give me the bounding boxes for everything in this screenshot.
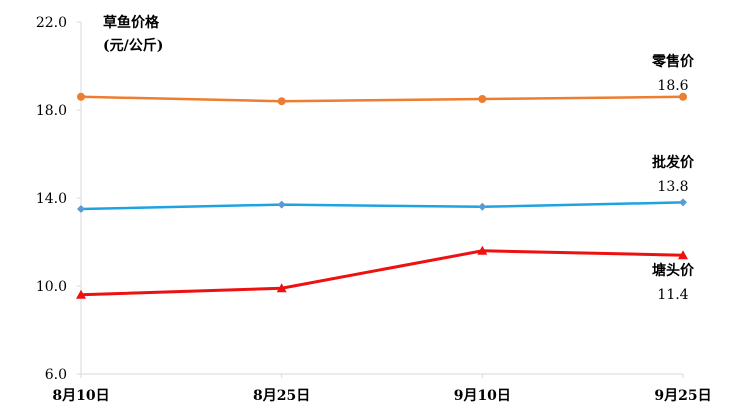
series-group: 零售价 18.6 批发价 13.8 塘头价 11.4 — [76, 53, 695, 303]
data-point — [276, 283, 287, 293]
data-point — [77, 205, 85, 213]
y-tick-label: 6.0 — [45, 367, 67, 383]
series-2: 塘头价 11.4 — [76, 245, 695, 303]
y-tick-label: 14.0 — [36, 191, 67, 207]
y-tick-label: 18.0 — [36, 103, 67, 119]
series-1: 批发价 13.8 — [77, 154, 695, 213]
data-point — [277, 200, 286, 209]
data-point — [679, 198, 687, 207]
data-point — [478, 202, 487, 211]
series-0: 零售价 18.6 — [77, 53, 695, 106]
data-point — [477, 245, 488, 255]
x-tick-label: 8月10日 — [52, 388, 109, 404]
series-line — [80, 95, 684, 103]
x-tick-label: 9月25日 — [654, 388, 711, 404]
data-label: 11.4 — [657, 287, 688, 303]
series-line — [80, 249, 684, 297]
series-name-label: 零售价 — [651, 53, 695, 70]
data-point — [678, 250, 688, 260]
series-name-label: 批发价 — [652, 154, 695, 171]
y-axis-unit-label: (元/公斤) — [103, 37, 163, 54]
data-label: 13.8 — [657, 179, 688, 195]
data-point — [77, 92, 85, 101]
series-name-label: 塘头价 — [652, 262, 695, 279]
series-line — [80, 201, 684, 211]
y-tick-label: 10.0 — [36, 279, 67, 295]
data-label: 18.6 — [657, 78, 688, 94]
y-tick-label: 22.0 — [36, 15, 67, 31]
data-point — [478, 95, 487, 103]
x-tick-label: 8月25日 — [253, 388, 310, 404]
data-point — [679, 92, 687, 101]
chart-title: 草鱼价格 — [103, 14, 160, 31]
x-tick-label: 9月10日 — [454, 388, 511, 404]
data-point — [277, 97, 286, 106]
data-point — [76, 289, 86, 299]
axes: 6.0 10.0 14.0 18.0 22.0 8月10日 8月25日 9月10日 9月25日 — [36, 15, 712, 404]
